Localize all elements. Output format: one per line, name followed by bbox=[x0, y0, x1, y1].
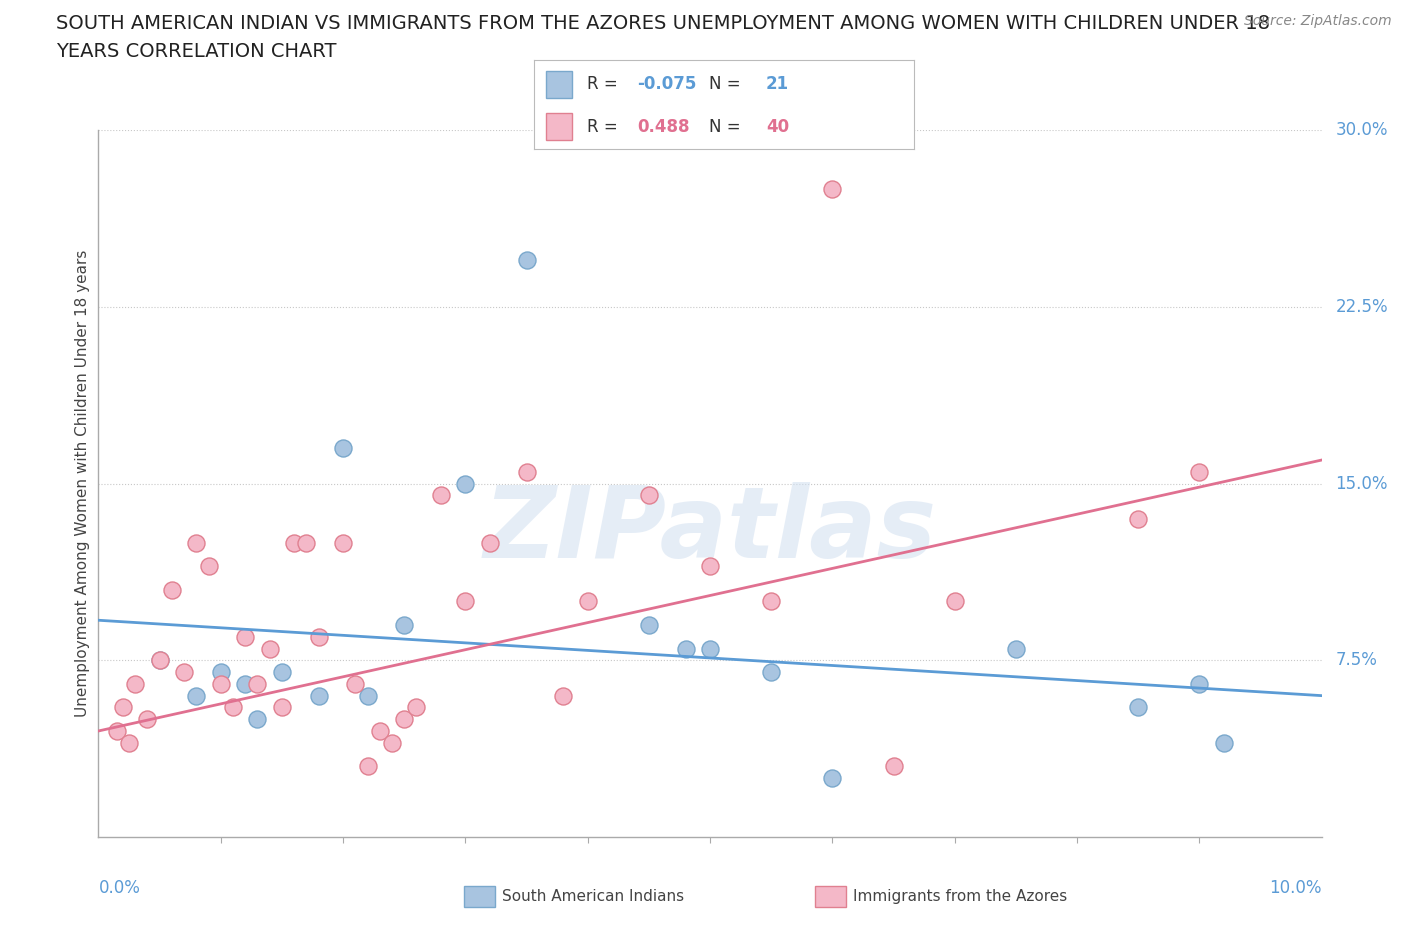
Point bbox=[516, 464, 538, 479]
Point bbox=[149, 653, 172, 668]
Point bbox=[699, 641, 721, 656]
Point bbox=[516, 252, 538, 267]
FancyBboxPatch shape bbox=[546, 113, 572, 140]
Point bbox=[430, 488, 453, 503]
Point bbox=[344, 676, 367, 691]
Point bbox=[454, 594, 477, 609]
Text: Source: ZipAtlas.com: Source: ZipAtlas.com bbox=[1244, 14, 1392, 28]
Point bbox=[197, 559, 219, 574]
Text: South American Indians: South American Indians bbox=[502, 889, 685, 904]
Point bbox=[1128, 512, 1150, 526]
Text: Immigrants from the Azores: Immigrants from the Azores bbox=[853, 889, 1067, 904]
Point bbox=[761, 665, 783, 680]
Text: SOUTH AMERICAN INDIAN VS IMMIGRANTS FROM THE AZORES UNEMPLOYMENT AMONG WOMEN WIT: SOUTH AMERICAN INDIAN VS IMMIGRANTS FROM… bbox=[56, 14, 1270, 33]
Point bbox=[308, 630, 330, 644]
Text: ZIPatlas: ZIPatlas bbox=[484, 483, 936, 579]
Point bbox=[675, 641, 697, 656]
Point bbox=[637, 618, 661, 632]
Point bbox=[1004, 641, 1026, 656]
Text: 22.5%: 22.5% bbox=[1336, 298, 1388, 316]
Point bbox=[392, 618, 416, 632]
Point bbox=[118, 736, 141, 751]
Y-axis label: Unemployment Among Women with Children Under 18 years: Unemployment Among Women with Children U… bbox=[75, 250, 90, 717]
Point bbox=[283, 535, 305, 550]
Point bbox=[111, 700, 134, 715]
Point bbox=[308, 688, 330, 703]
Point bbox=[246, 711, 269, 726]
Point bbox=[761, 594, 783, 609]
Point bbox=[454, 476, 477, 491]
Point bbox=[246, 676, 269, 691]
Point bbox=[368, 724, 391, 738]
Point bbox=[1188, 464, 1211, 479]
Point bbox=[943, 594, 966, 609]
Text: 10.0%: 10.0% bbox=[1270, 880, 1322, 897]
Text: -0.075: -0.075 bbox=[637, 75, 696, 93]
Text: 7.5%: 7.5% bbox=[1336, 651, 1378, 670]
Point bbox=[332, 535, 354, 550]
Point bbox=[1128, 700, 1150, 715]
Text: 21: 21 bbox=[766, 75, 789, 93]
Text: 0.488: 0.488 bbox=[637, 118, 689, 136]
Point bbox=[332, 441, 354, 456]
Point bbox=[1212, 736, 1234, 751]
Point bbox=[699, 559, 721, 574]
Point bbox=[821, 181, 844, 196]
Point bbox=[105, 724, 128, 738]
FancyBboxPatch shape bbox=[546, 71, 572, 98]
Point bbox=[209, 665, 232, 680]
Point bbox=[186, 688, 208, 703]
Text: 30.0%: 30.0% bbox=[1336, 121, 1388, 140]
Point bbox=[405, 700, 427, 715]
Point bbox=[883, 759, 905, 774]
Point bbox=[160, 582, 183, 597]
Point bbox=[233, 630, 256, 644]
Text: R =: R = bbox=[588, 75, 623, 93]
Text: 0.0%: 0.0% bbox=[98, 880, 141, 897]
Point bbox=[270, 700, 294, 715]
Point bbox=[136, 711, 159, 726]
Point bbox=[259, 641, 281, 656]
Point bbox=[124, 676, 146, 691]
Point bbox=[356, 759, 378, 774]
Point bbox=[553, 688, 575, 703]
Point bbox=[186, 535, 208, 550]
Point bbox=[270, 665, 294, 680]
Point bbox=[149, 653, 172, 668]
Point bbox=[821, 771, 844, 786]
Text: R =: R = bbox=[588, 118, 623, 136]
Point bbox=[173, 665, 195, 680]
Text: YEARS CORRELATION CHART: YEARS CORRELATION CHART bbox=[56, 42, 337, 60]
Point bbox=[576, 594, 599, 609]
Point bbox=[637, 488, 661, 503]
Text: N =: N = bbox=[709, 75, 745, 93]
Text: 15.0%: 15.0% bbox=[1336, 474, 1388, 493]
Point bbox=[209, 676, 232, 691]
Text: N =: N = bbox=[709, 118, 745, 136]
Point bbox=[356, 688, 378, 703]
Point bbox=[381, 736, 404, 751]
Point bbox=[1188, 676, 1211, 691]
Point bbox=[222, 700, 245, 715]
Text: 40: 40 bbox=[766, 118, 789, 136]
Point bbox=[233, 676, 256, 691]
Point bbox=[392, 711, 416, 726]
Point bbox=[478, 535, 501, 550]
Point bbox=[295, 535, 318, 550]
